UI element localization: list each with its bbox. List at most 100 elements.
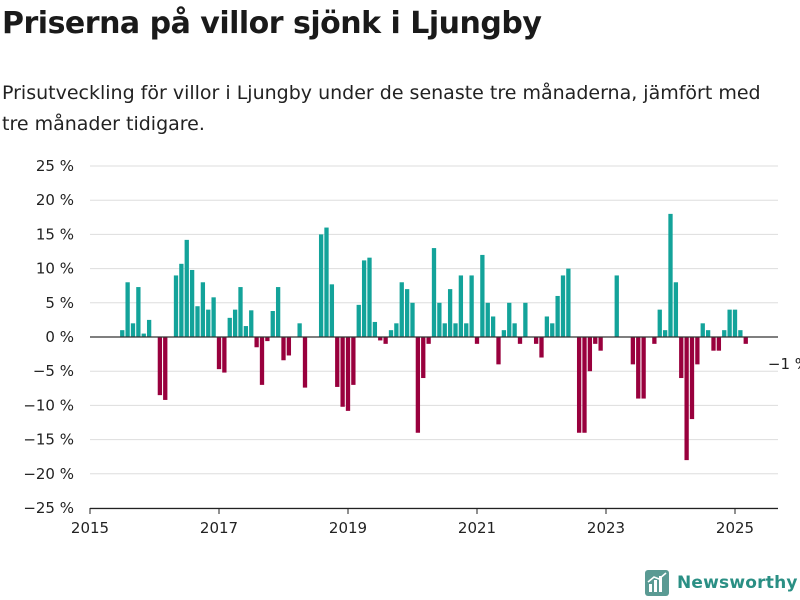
bar [136,287,141,337]
bar [200,282,206,337]
bar [566,268,571,337]
bar [684,337,689,461]
bar [189,269,195,337]
y-tick-label: −5 % [33,362,74,380]
y-tick-label: −10 % [23,396,74,414]
y-tick-label: 25 % [36,157,74,175]
bar [426,337,431,344]
bar [238,287,243,337]
bar-chart-logo-icon [645,570,669,596]
bar [388,330,394,337]
bar [302,337,308,388]
x-tick-label: 2017 [200,519,238,537]
bar [383,337,388,344]
bar [539,337,544,358]
bar [490,316,496,337]
brand-logo: Newsworthy [645,568,798,598]
bar [496,337,501,365]
bar [447,289,453,337]
bar [130,323,136,337]
bar [146,319,152,337]
bar [345,337,351,411]
bar [367,257,372,337]
bar [453,323,458,337]
bar [673,282,679,337]
bar [351,337,356,385]
y-tick-label: 5 % [45,294,74,312]
bar [431,248,437,337]
bar [232,309,238,337]
bar [576,337,582,433]
bar [512,323,517,337]
last-value-annotation: −1 % [768,355,800,373]
bar [550,323,555,337]
bar [469,275,474,337]
chart-subtitle: Prisutveckling för villor i Ljungby unde… [2,82,761,135]
bar [523,302,528,337]
bar [163,337,168,400]
brand-name: Newsworthy [677,573,798,593]
bar [120,330,125,337]
bar [705,330,711,337]
bar [652,337,657,344]
bar [286,337,292,356]
chart-title: Priserna på villor sjönk i Ljungby [2,6,542,41]
bar [421,337,426,379]
y-tick-label: −25 % [23,499,74,517]
bar [662,330,668,337]
bar [372,321,378,337]
bar [216,337,222,370]
bar [587,337,593,372]
bar [458,275,464,337]
bar [222,337,227,373]
y-tick-label: −15 % [23,431,74,449]
bar [560,275,566,337]
bar [335,337,340,387]
y-tick-label: 10 % [36,260,74,278]
bar [329,284,335,337]
bar [410,302,415,337]
bar [501,330,507,337]
bar [297,323,302,337]
bar [555,295,560,337]
bar [582,337,587,433]
bar [324,227,329,337]
bar [404,289,410,337]
bar [716,337,722,351]
y-tick-label: 20 % [36,191,74,209]
bar [243,326,249,337]
y-tick-label: 0 % [45,328,74,346]
bar [679,337,684,379]
bar [480,254,485,337]
y-tick-label: 15 % [36,225,74,243]
bar [474,337,480,344]
bar [722,330,727,337]
bar [270,311,275,337]
bar [195,306,200,337]
bar [464,323,469,337]
bar [614,275,619,337]
bar [254,337,259,348]
bar [249,310,254,337]
bar [179,263,184,337]
x-tick-label: 2021 [458,519,496,537]
bar [668,213,673,337]
bar [184,239,189,337]
bar [641,337,646,399]
bar [517,337,523,344]
bar [689,337,695,420]
bar [259,337,265,385]
x-tick-label: 2025 [716,519,754,537]
x-tick-label: 2015 [71,519,109,537]
bar [437,302,442,337]
bar [533,337,539,344]
bar [657,309,662,337]
bar [265,337,270,342]
bar [544,316,550,337]
bar [593,337,598,344]
bar [700,323,705,337]
bar [695,337,700,365]
bar [378,337,383,341]
bar [361,260,367,337]
bar [732,309,738,337]
